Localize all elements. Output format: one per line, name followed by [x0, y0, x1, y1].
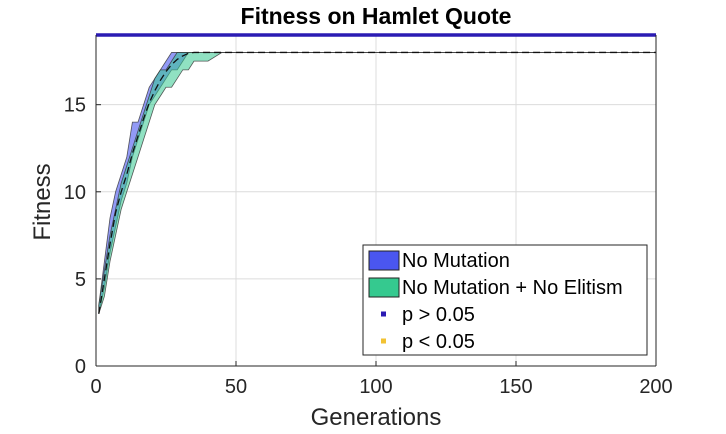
x-tick-label: 100	[359, 376, 392, 398]
x-axis-title: Generations	[311, 404, 442, 431]
legend-swatch-no-mutation-no-elitism	[368, 277, 400, 298]
x-tick-label: 200	[639, 376, 672, 398]
y-axis-title: Fitness	[29, 163, 56, 240]
legend-label-no-mutation-no-elitism: No Mutation + No Elitism	[402, 277, 623, 299]
x-tick-label: 150	[499, 376, 532, 398]
legend-marker-p-0-05	[381, 338, 386, 344]
legend-label-no-mutation: No Mutation	[402, 250, 510, 272]
legend-marker-p-0-05	[381, 311, 386, 317]
legend-swatch-no-mutation	[368, 250, 400, 271]
x-tick-label: 0	[90, 376, 101, 398]
y-tick-label: 10	[64, 182, 86, 204]
y-tick-label: 0	[75, 356, 86, 378]
legend: No Mutation No Mutation + No Elitism p > 0…	[362, 244, 648, 356]
y-tick-label: 5	[75, 269, 86, 291]
legend-label-p-0-05: p < 0.05	[402, 331, 475, 353]
y-tick-label: 15	[64, 95, 86, 117]
legend-box	[362, 244, 648, 356]
chart-title: Fitness on Hamlet Quote	[241, 3, 512, 29]
mean-fitness-line	[98, 51, 656, 314]
x-tick-label: 50	[225, 376, 247, 398]
legend-label-p-0-05: p > 0.05	[402, 304, 475, 326]
